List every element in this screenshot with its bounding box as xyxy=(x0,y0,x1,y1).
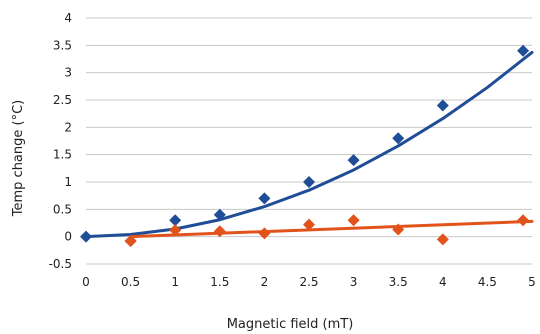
x-tick-label: 3.5 xyxy=(389,275,408,289)
y-tick-label: 2.5 xyxy=(53,93,72,107)
y-tick-label: 0.5 xyxy=(53,202,72,216)
x-tick-label: 1.5 xyxy=(210,275,229,289)
data-point-series-2 xyxy=(347,214,360,227)
x-tick-label: 2 xyxy=(261,275,269,289)
y-tick-label: 4 xyxy=(64,11,72,25)
data-point-series-1 xyxy=(303,176,315,188)
y-tick-label: 1 xyxy=(64,175,72,189)
data-point-series-2 xyxy=(124,235,137,248)
data-point-series-1 xyxy=(80,230,92,243)
data-point-series-2 xyxy=(436,233,449,246)
x-tick-label: 4.5 xyxy=(478,275,497,289)
x-tick-label: 4 xyxy=(439,275,447,289)
y-tick-label: 3 xyxy=(64,66,72,80)
data-point-series-2 xyxy=(169,224,182,237)
data-point-series-1 xyxy=(258,192,271,205)
data-point-series-1 xyxy=(347,154,360,167)
y-tick-label: 1.5 xyxy=(53,148,72,162)
trendline-series-2 xyxy=(129,219,534,239)
data-point-series-1 xyxy=(169,214,182,227)
x-tick-label: 0.5 xyxy=(121,275,140,289)
data-point-series-1 xyxy=(517,44,530,57)
data-point-series-2 xyxy=(213,225,226,238)
x-tick-labels: 0 0.5 1 1.5 2 2.5 3 3.5 4 4.5 5 xyxy=(82,275,536,289)
y-tick-label: 3.5 xyxy=(53,38,72,52)
trendline-series-1 xyxy=(84,50,534,239)
data-point-series-1 xyxy=(213,208,226,221)
y-tick-label: 2 xyxy=(64,120,72,134)
x-tick-label: 1 xyxy=(171,275,179,289)
y-tick-label: 0 xyxy=(64,230,72,244)
data-point-series-2 xyxy=(517,214,530,227)
data-point-series-1 xyxy=(392,132,405,145)
x-tick-label: 3 xyxy=(350,275,358,289)
x-tick-label: 2.5 xyxy=(299,275,318,289)
data-point-series-2 xyxy=(303,218,315,231)
x-axis-title: Magnetic field (mT) xyxy=(227,317,354,332)
data-point-series-2 xyxy=(258,227,271,240)
y-tick-labels: -0.5 0 0.5 1 1.5 2 2.5 3 3.5 4 xyxy=(49,11,72,271)
y-axis-title: Temp change (°C) xyxy=(11,100,26,217)
y-tick-label: -0.5 xyxy=(49,257,72,271)
data-series xyxy=(80,44,534,248)
data-point-series-2 xyxy=(392,223,405,236)
x-tick-label: 0 xyxy=(82,275,90,289)
data-point-series-1 xyxy=(436,99,449,112)
x-tick-label: 5 xyxy=(528,275,536,289)
